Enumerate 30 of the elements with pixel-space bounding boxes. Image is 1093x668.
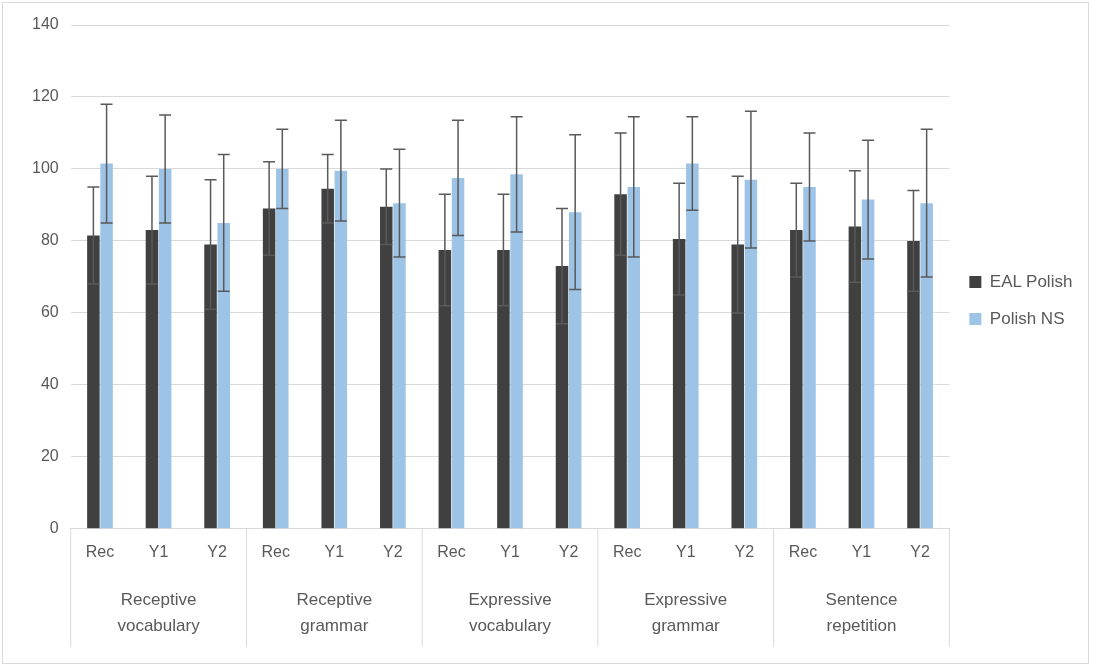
x-tick-label: Rec — [612, 542, 642, 560]
x-tick-label: Rec — [437, 542, 466, 560]
legend-label: EAL Polish — [989, 271, 1073, 291]
text: Receptive vocabulary — [117, 590, 201, 636]
y-tick-label: 80 — [40, 231, 59, 249]
x-tick-label: Y1 — [324, 542, 345, 560]
y-tick-label: 60 — [40, 303, 59, 321]
x-tick-label: Y1 — [675, 542, 696, 560]
x-tick-label: Y1 — [148, 542, 169, 560]
x-tick-label: Y2 — [910, 542, 930, 560]
x-tick-label: Rec — [85, 542, 115, 560]
x-tick-label: Y2 — [207, 542, 228, 560]
x-tick-label: Rec — [788, 542, 818, 560]
text: Expressive vocabulary — [468, 590, 552, 636]
x-tick-label: Y1 — [500, 542, 520, 560]
y-tick-label: 0 — [49, 519, 59, 537]
x-tick-label: Y2 — [734, 542, 755, 560]
y-tick-label: 140 — [31, 15, 59, 33]
y-tick-label: 40 — [40, 375, 59, 393]
text: Receptive grammar — [296, 590, 373, 636]
y-tick-label: 120 — [31, 87, 59, 105]
x-tick-label: Y2 — [383, 542, 403, 560]
text: Sentence repetition — [825, 590, 898, 636]
y-tick-label: 20 — [40, 447, 59, 465]
x-tick-label: Y2 — [558, 542, 579, 560]
text: Expressive grammar — [644, 590, 728, 636]
x-tick-label: Y1 — [851, 542, 872, 560]
y-tick-label: 100 — [31, 159, 59, 177]
x-tick-label: Rec — [261, 542, 290, 560]
legend-label: Polish NS — [989, 308, 1065, 328]
